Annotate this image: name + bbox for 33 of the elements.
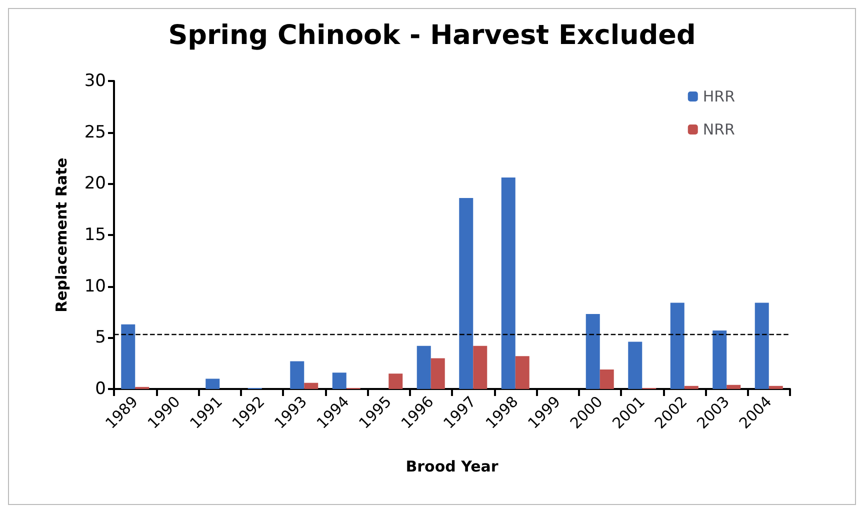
bar (121, 324, 136, 389)
bar (586, 314, 600, 389)
bar (515, 356, 530, 389)
legend-label: HRR (702, 88, 735, 106)
bar (768, 386, 783, 389)
y-tick-label: 10 (84, 276, 106, 296)
bar (388, 374, 403, 389)
legend-label: NRR (702, 120, 735, 138)
bar (754, 302, 769, 389)
chart-title: Spring Chinook - Harvest Excluded (168, 20, 696, 51)
y-tick-label: 0 (95, 379, 106, 399)
bar (726, 384, 741, 389)
y-tick-label: 20 (84, 174, 106, 194)
bar (684, 386, 698, 389)
y-tick-label: 25 (84, 122, 106, 142)
bar (459, 198, 474, 389)
bar (628, 342, 642, 389)
bar (206, 378, 220, 389)
bar (332, 372, 346, 389)
bar (473, 346, 488, 389)
y-tick-label: 30 (84, 71, 106, 91)
bar (416, 346, 431, 389)
y-tick-label: 15 (84, 225, 106, 245)
bar (501, 178, 516, 389)
bar (600, 369, 614, 389)
bar (290, 361, 304, 389)
bar (304, 382, 318, 389)
y-tick-label: 5 (95, 328, 106, 348)
y-axis-title: Replacement Rate (52, 158, 70, 312)
bar (430, 358, 445, 389)
bar (712, 330, 727, 389)
x-axis-title: Brood Year (406, 458, 499, 476)
bar (670, 302, 684, 389)
